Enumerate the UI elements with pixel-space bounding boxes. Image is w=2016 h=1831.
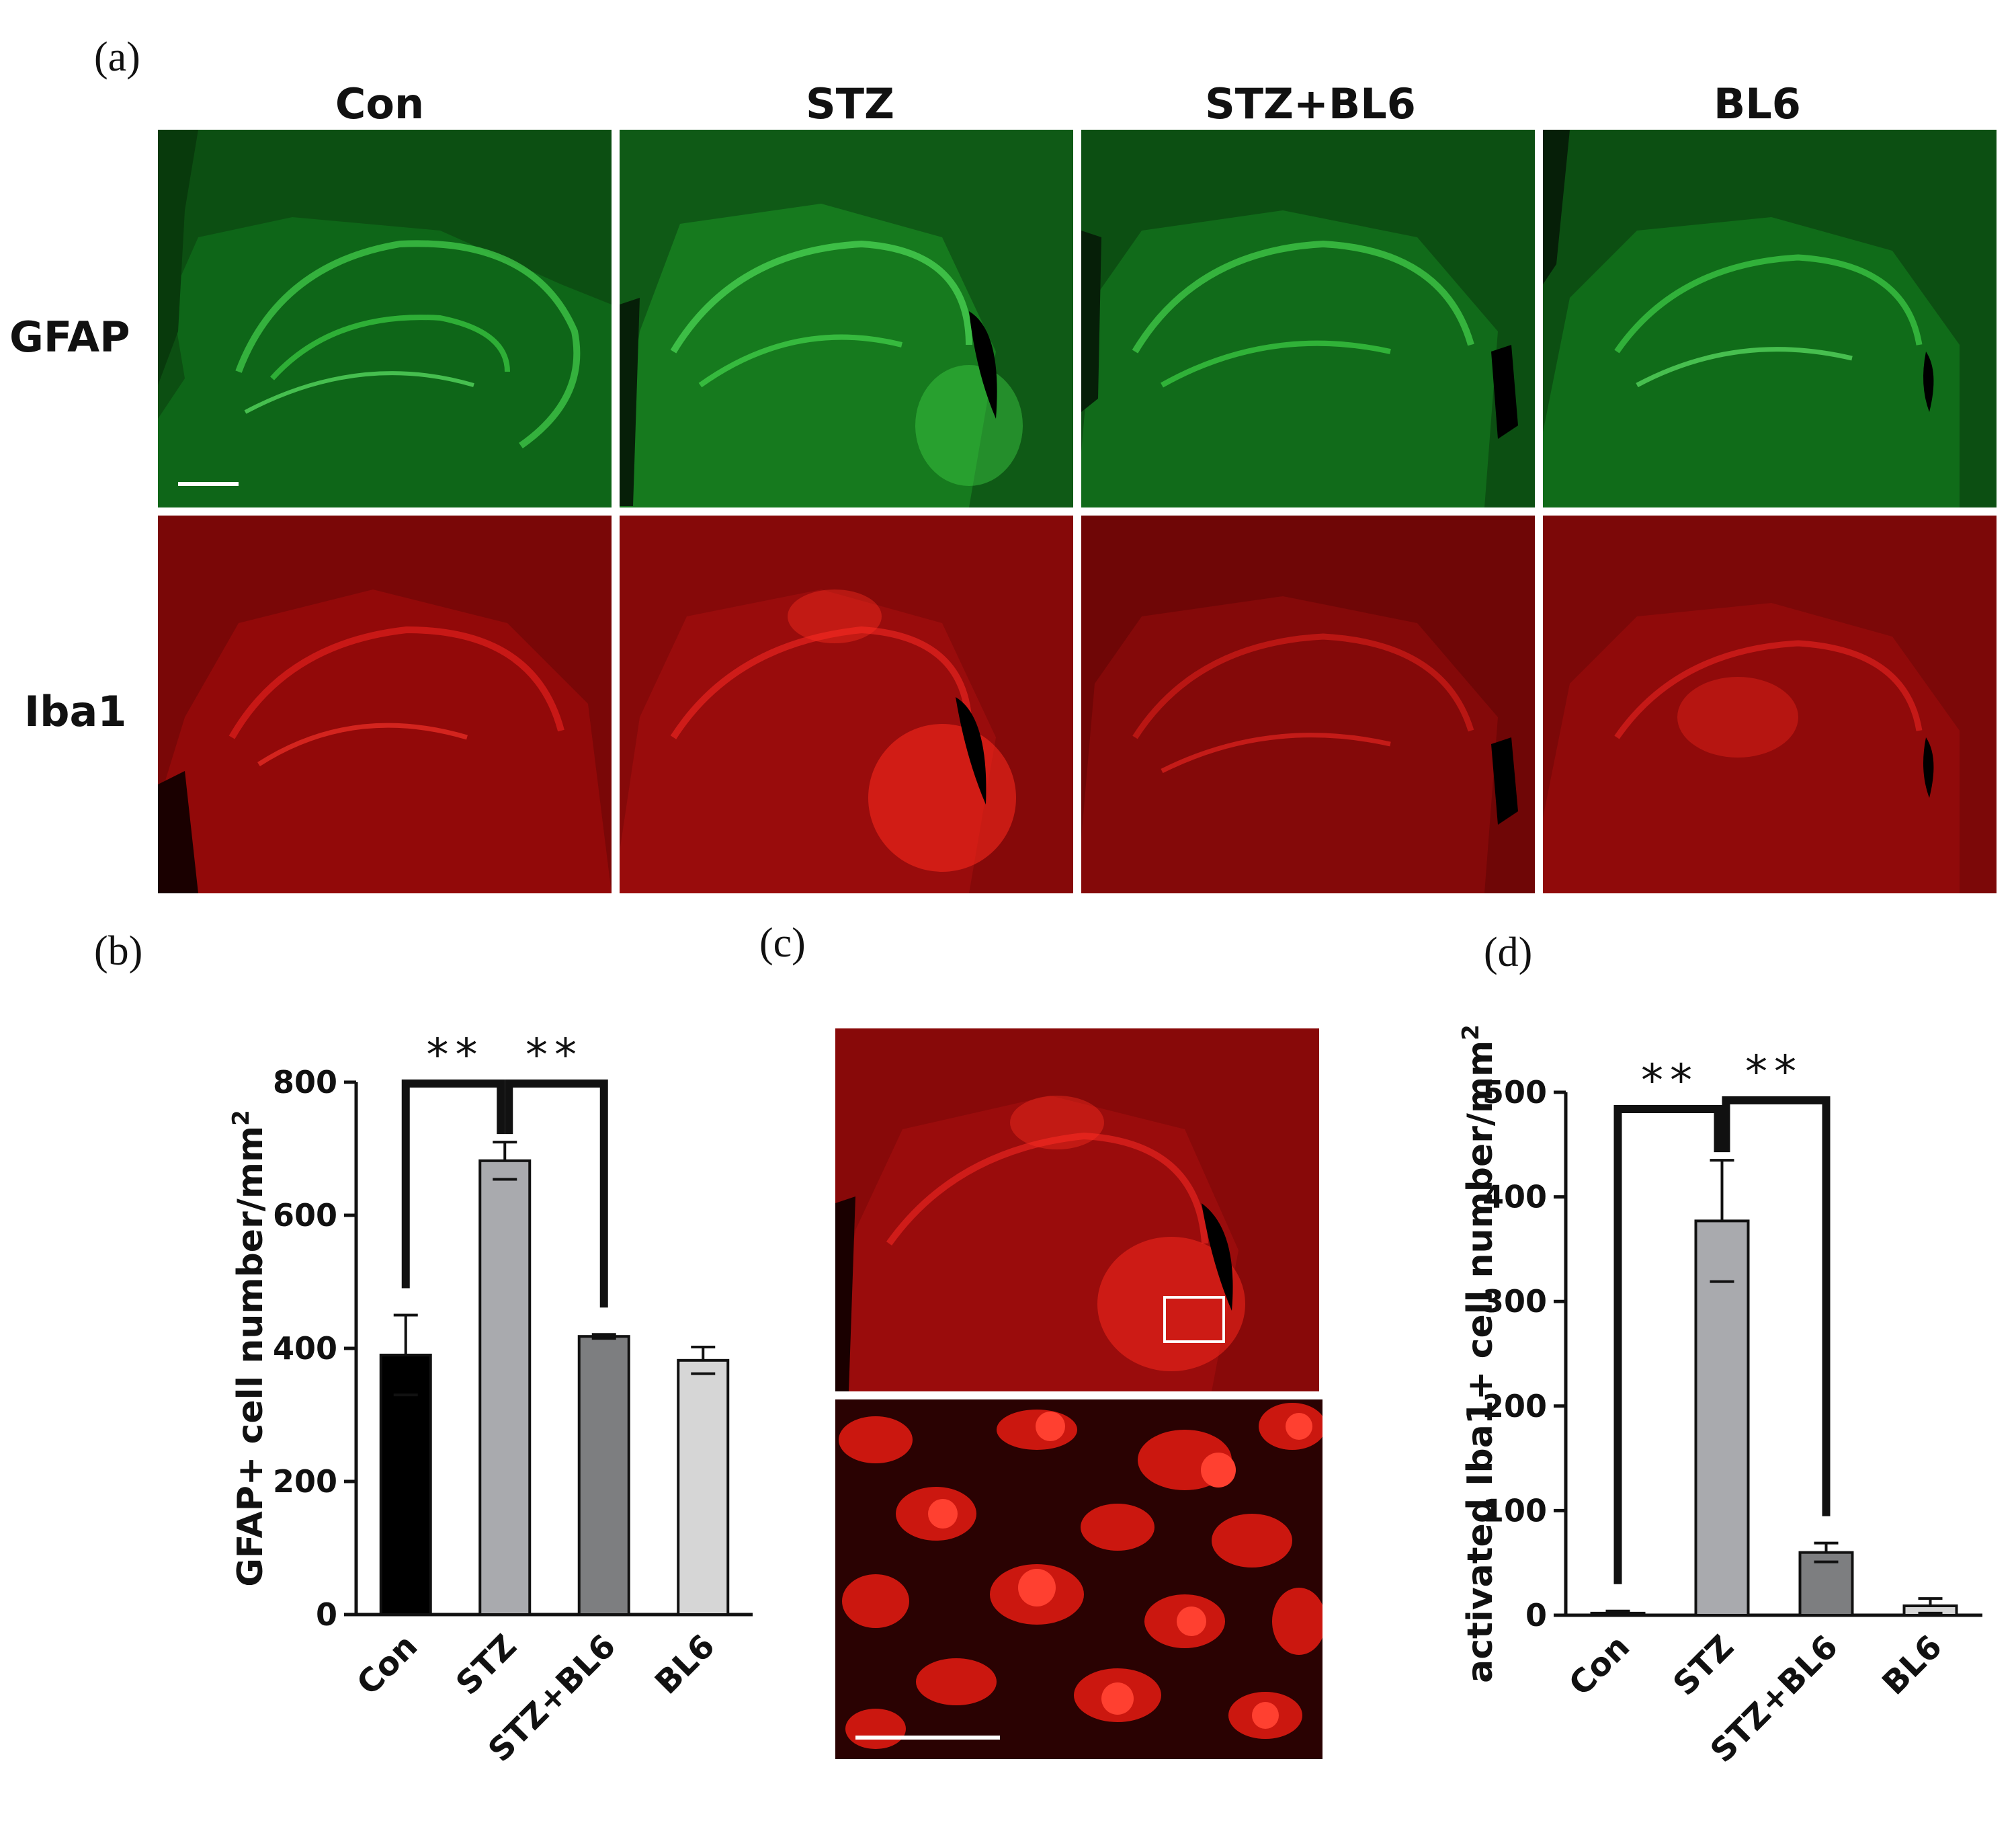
column-title-con: Con — [335, 79, 425, 128]
y-axis-label: activated Iba1+ cell number/mm2 — [1458, 1024, 1501, 1683]
x-tick-label: Con — [1562, 1628, 1637, 1703]
scale-bar-c — [855, 1736, 1000, 1740]
x-tick-label: BL6 — [648, 1627, 722, 1702]
y-tick-label: 800 — [273, 1064, 337, 1100]
y-tick-label: 200 — [1482, 1388, 1547, 1424]
y-tick-label: 100 — [1482, 1492, 1547, 1529]
y-tick-label: 0 — [316, 1596, 337, 1633]
significance-label: ** — [1745, 1046, 1803, 1098]
panel-letter-d: (d) — [1484, 930, 1533, 975]
y-tick-label: 200 — [273, 1463, 337, 1500]
bar-con — [379, 1353, 432, 1617]
y-tick-label: 0 — [1525, 1597, 1547, 1633]
y-tick-label: 300 — [1482, 1283, 1547, 1319]
y-tick-label: 500 — [1482, 1074, 1547, 1110]
column-title-bl6: BL6 — [1714, 79, 1801, 128]
significance-label: ** — [427, 1029, 485, 1081]
y-axis-label: GFAP+ cell number/mm2 — [228, 1110, 271, 1587]
bar-bl6 — [677, 1358, 730, 1616]
x-tick-label: STZ — [449, 1627, 524, 1703]
micrograph-gfap-bl6 — [1543, 130, 1997, 507]
bar-stz — [1694, 1219, 1750, 1617]
column-title-stz-bl6: STZ+BL6 — [1205, 79, 1416, 128]
panel-letter-c: (c) — [759, 920, 806, 966]
x-tick-label: STZ — [1666, 1628, 1741, 1703]
micrograph-iba1-zoom — [835, 1399, 1322, 1759]
micrograph-iba1-stz-bl6 — [1081, 516, 1535, 893]
micrograph-iba1-con — [158, 516, 612, 893]
significance-label: ** — [1641, 1055, 1699, 1106]
x-tick-label: Con — [349, 1627, 425, 1703]
bar-bl6 — [1902, 1604, 1958, 1617]
y-tick-label: 600 — [273, 1197, 337, 1233]
micrograph-iba1-stz — [620, 516, 1073, 893]
bar-con — [1590, 1611, 1646, 1617]
zoom-region-box — [1163, 1296, 1225, 1343]
bar-stz-bl6 — [1798, 1551, 1854, 1617]
panel-letter-a: (a) — [94, 34, 140, 80]
significance-bracket — [1613, 1105, 1722, 1584]
row-title-iba1: Iba1 — [24, 687, 127, 736]
y-tick-label: 400 — [273, 1330, 337, 1367]
micrograph-gfap-con — [158, 130, 612, 507]
bar-stz-bl6 — [577, 1335, 630, 1616]
x-tick-label: BL6 — [1875, 1628, 1949, 1703]
scale-bar-a — [178, 482, 239, 486]
column-title-stz: STZ — [806, 79, 894, 128]
significance-bracket — [401, 1080, 505, 1289]
micrograph-iba1-bl6 — [1543, 516, 1997, 893]
panel-letter-b: (b) — [94, 928, 143, 974]
row-title-gfap: GFAP — [9, 313, 130, 362]
significance-label: ** — [526, 1029, 583, 1081]
significance-bracket — [505, 1080, 608, 1308]
micrograph-gfap-stz — [620, 130, 1073, 507]
micrograph-iba1-stz-overview — [835, 1028, 1319, 1391]
y-tick-label: 400 — [1482, 1179, 1547, 1215]
significance-bracket — [1722, 1096, 1831, 1516]
bar-stz — [478, 1159, 532, 1616]
micrograph-gfap-stz-bl6 — [1081, 130, 1535, 507]
